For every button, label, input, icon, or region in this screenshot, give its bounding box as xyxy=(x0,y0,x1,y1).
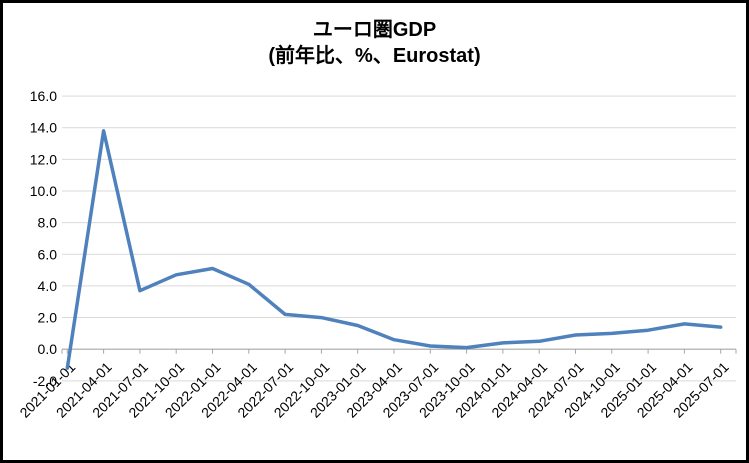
y-tick-label: 8.0 xyxy=(38,215,58,231)
y-tick-label: 0.0 xyxy=(38,341,58,357)
y-tick-label: 4.0 xyxy=(38,278,58,294)
chart-title-line2: (前年比、%、Eurostat) xyxy=(268,45,481,67)
gdp-data-line xyxy=(65,129,723,370)
gdp-line-chart: 16.014.012.010.08.06.04.02.00.0-2.02021-… xyxy=(16,88,737,421)
y-tick-label: 6.0 xyxy=(38,246,58,262)
y-tick-label: -2.0 xyxy=(33,373,57,389)
y-tick-label: 16.0 xyxy=(30,88,57,104)
y-tick-label: 2.0 xyxy=(38,310,58,326)
chart-title-line1: ユーロ圏GDP xyxy=(312,19,437,41)
chart-title: ユーロ圏GDP (前年比、%、Eurostat) xyxy=(3,17,746,69)
y-tick-label: 12.0 xyxy=(30,151,57,167)
y-tick-label: 10.0 xyxy=(30,183,57,199)
y-tick-label: 14.0 xyxy=(30,120,57,136)
